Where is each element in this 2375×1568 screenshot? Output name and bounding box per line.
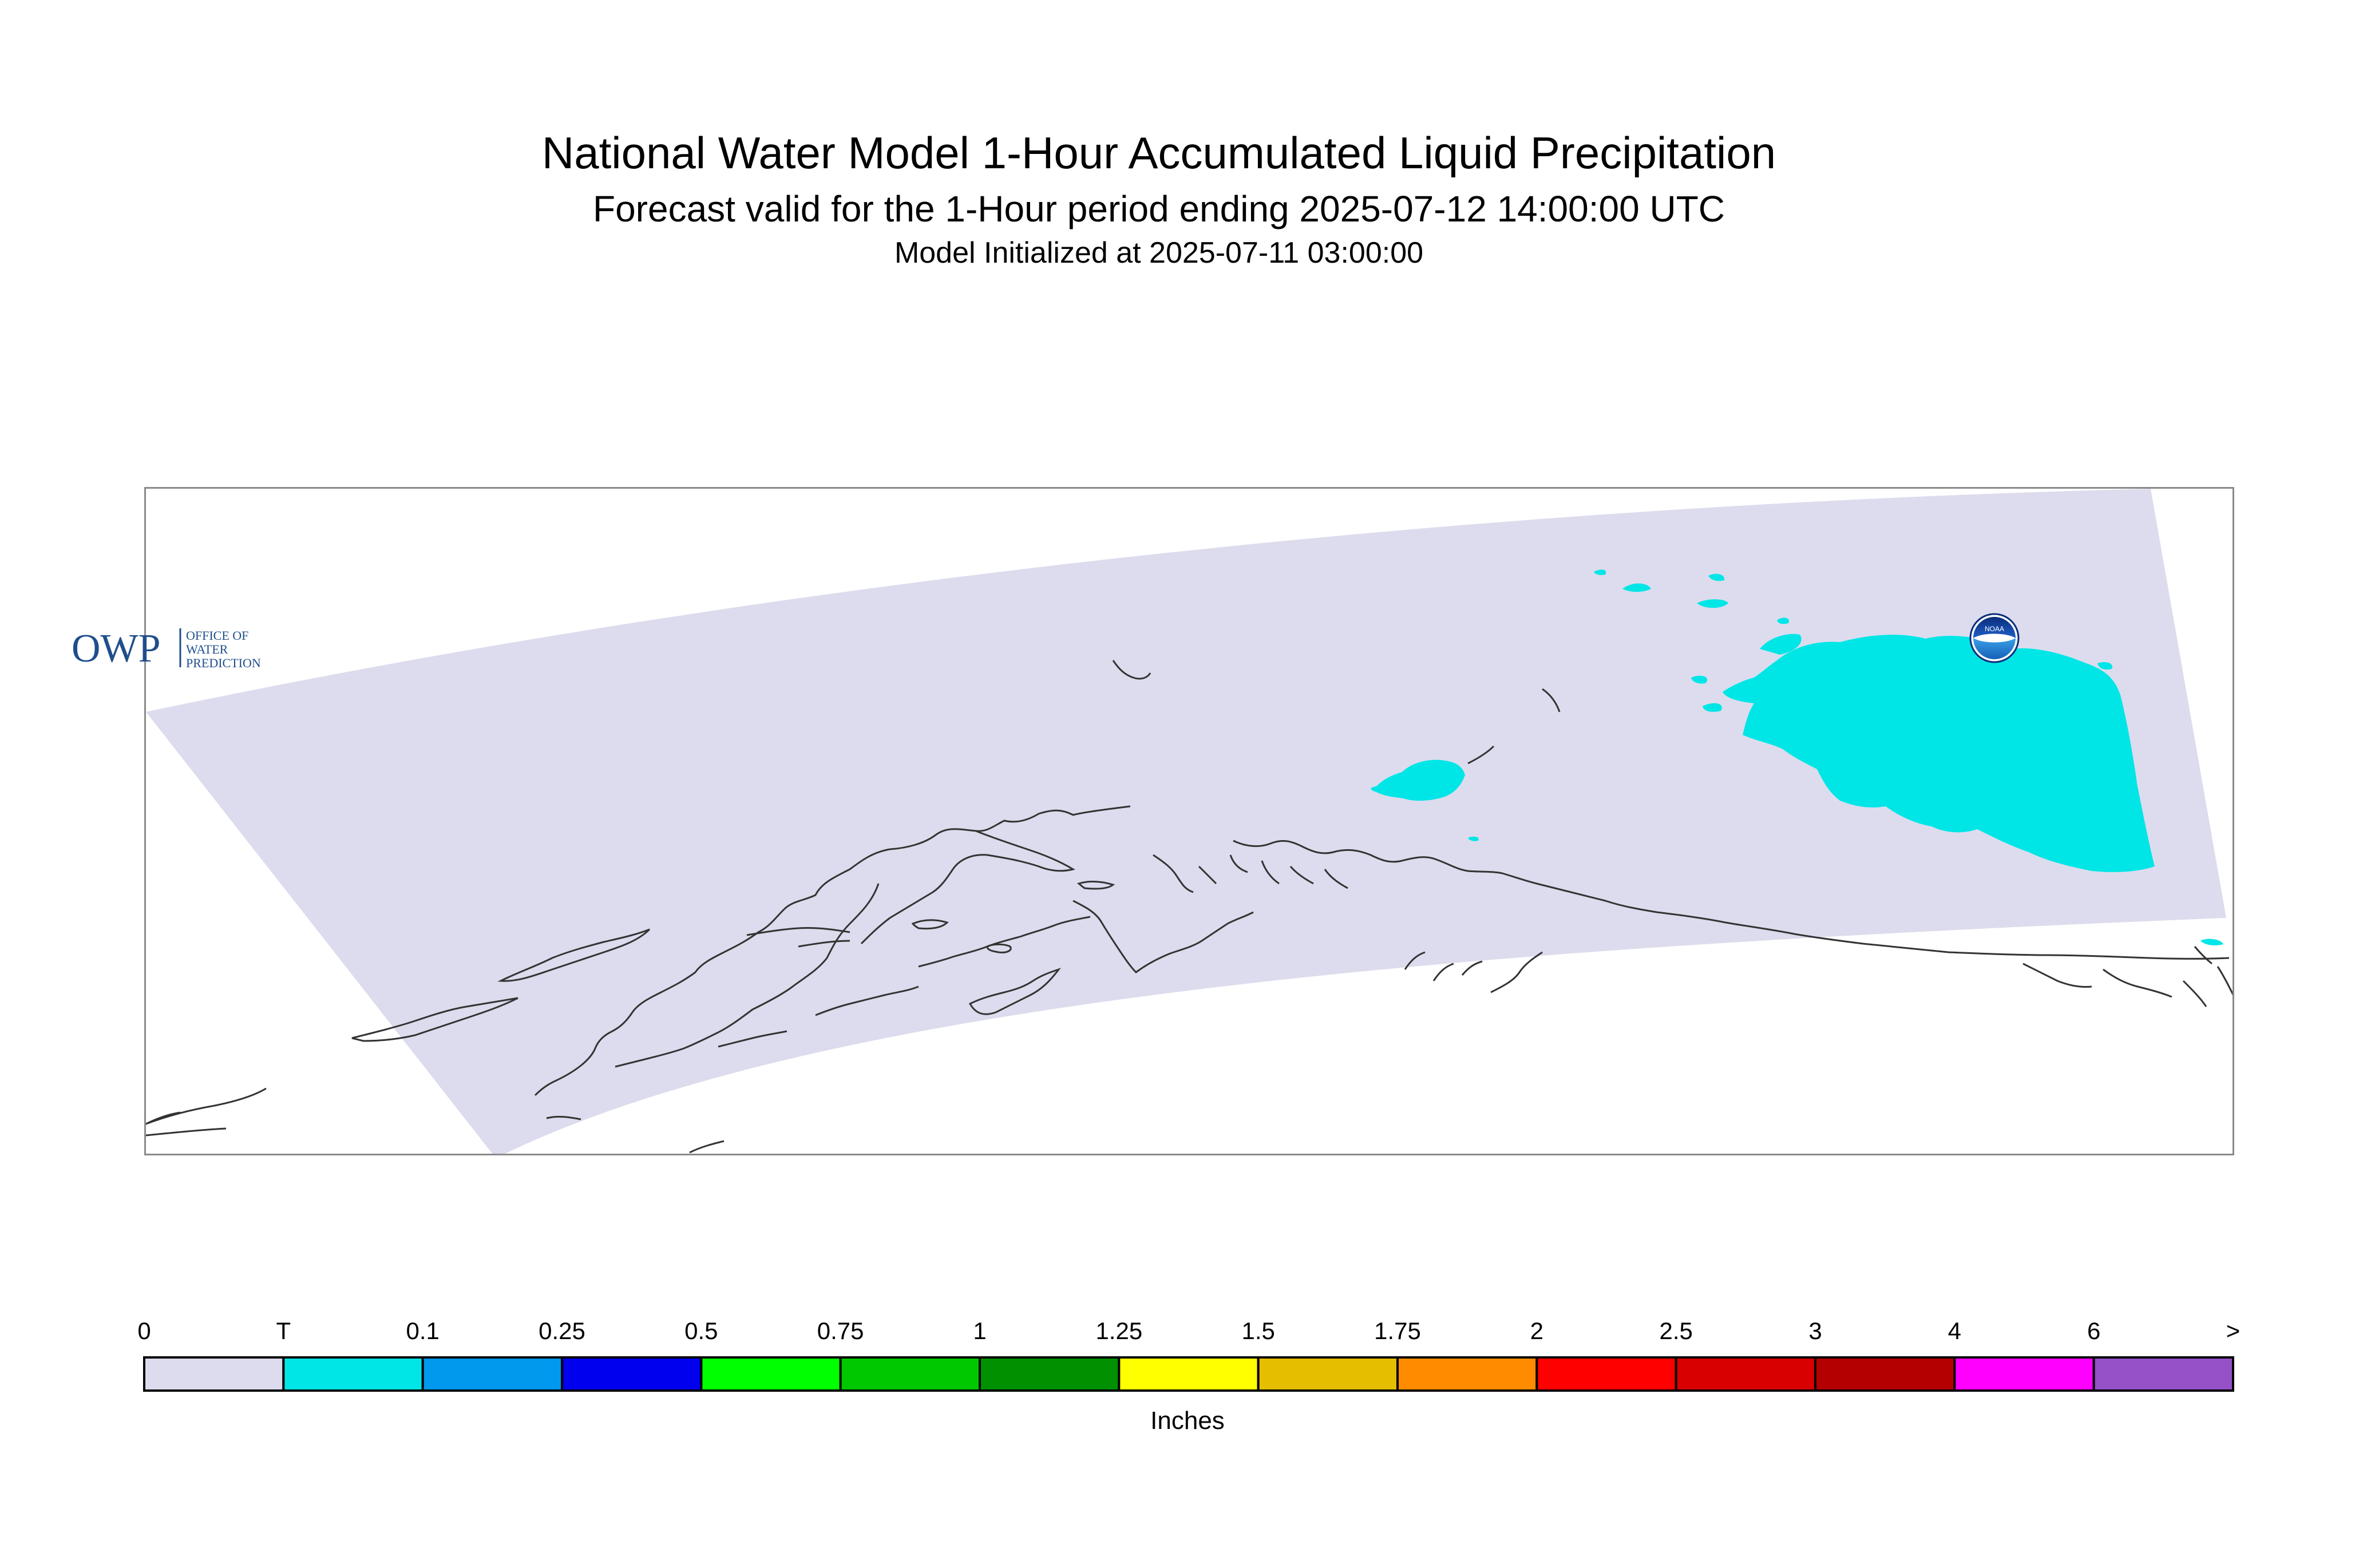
coastline-southcentral xyxy=(1233,840,2230,960)
precip-blob xyxy=(1622,583,1651,592)
legend-color-box xyxy=(1535,1356,1677,1392)
owp-logo: OWP OFFICE OF WATER PREDICTION xyxy=(72,623,283,680)
legend-color-box xyxy=(143,1356,285,1392)
legend-tick-label: T xyxy=(276,1317,291,1344)
legend-color-bar xyxy=(143,1356,2235,1392)
precip-blob xyxy=(1777,617,1789,624)
precip-blob xyxy=(1708,573,1725,581)
coastline-cook-inlet xyxy=(860,830,1075,945)
legend-tick-label: > xyxy=(2226,1317,2241,1344)
coastline-sw-mainland xyxy=(146,1111,725,1154)
legend-unit-label: Inches xyxy=(1150,1407,1225,1435)
legend-tick-label: 4 xyxy=(1948,1317,1961,1344)
legend-tick-label: 1.25 xyxy=(1095,1317,1142,1344)
legend-color-box xyxy=(421,1356,564,1392)
noaa-logo-text: NOAA xyxy=(1985,625,2004,633)
coastline-kodiak xyxy=(968,968,1062,1015)
legend-tick-label: 0.25 xyxy=(539,1317,585,1344)
title-block: National Water Model 1-Hour Accumulated … xyxy=(0,0,2375,298)
legend-color-box xyxy=(561,1356,703,1392)
coastline-peninsula xyxy=(615,883,880,1068)
precip-area-east xyxy=(1723,635,2155,872)
precip-blob xyxy=(1760,633,1802,655)
precip-blob xyxy=(2097,662,2112,670)
model-domain xyxy=(146,489,2226,1154)
owp-logo-line-3: PREDICTION xyxy=(186,656,261,670)
legend-tick-label: 6 xyxy=(2087,1317,2100,1344)
precip-area-central xyxy=(1371,759,1465,801)
coastline-kenai xyxy=(1072,900,1254,973)
legend-color-box xyxy=(1118,1356,1260,1392)
island-st-lawrence xyxy=(497,928,651,982)
legend-color-box xyxy=(1396,1356,1538,1392)
island-nunivak xyxy=(986,943,1012,953)
coastline-mainland-west xyxy=(534,805,1131,1096)
legend-tick-label: 0.75 xyxy=(817,1317,864,1344)
coastline-yukon-delta xyxy=(746,926,850,948)
coastline-aleutian xyxy=(718,916,1091,1048)
coastline-norton-sound xyxy=(1112,660,1561,765)
legend-color-box xyxy=(1953,1356,2095,1392)
model-init-time: Model Initialized at 2025-07-11 03:00:00 xyxy=(894,236,1424,270)
legend-tick-label: 0 xyxy=(137,1317,151,1344)
lake-interior xyxy=(1076,880,1115,890)
legend-color-box xyxy=(1814,1356,1956,1392)
legend-tick-label: 1.75 xyxy=(1374,1317,1421,1344)
precip-blob xyxy=(2200,939,2223,945)
legend-tick-label: 0.1 xyxy=(406,1317,439,1344)
lake-iliamna xyxy=(911,919,949,930)
legend-color-box xyxy=(979,1356,1121,1392)
precip-blob xyxy=(1691,675,1708,684)
legend-tick-label: 1 xyxy=(973,1317,986,1344)
legend-tick-label: 2.5 xyxy=(1659,1317,1692,1344)
noaa-seal-icon: NOAA xyxy=(1969,612,2020,664)
color-legend: 0 T 0.1 0.25 0.5 0.75 1 1.25 1.5 1.75 2 2.5 3 4 6 > xyxy=(137,1317,2240,1392)
precip-areas xyxy=(1371,569,2223,945)
legend-tick-label: 2 xyxy=(1530,1317,1543,1344)
legend-tick-labels: 0 T 0.1 0.25 0.5 0.75 1 1.25 1.5 1.75 2 2.5 3 4 6 > xyxy=(137,1317,2240,1344)
map-panel xyxy=(144,487,2234,1155)
coastline-bering-east xyxy=(351,997,518,1042)
owp-logo-mark: OWP xyxy=(72,627,161,671)
legend-color-box xyxy=(1257,1356,1399,1392)
legend-color-box xyxy=(1675,1356,1817,1392)
precip-blob xyxy=(1703,703,1722,712)
legend-tick-label: 3 xyxy=(1808,1317,1822,1344)
coastline-chukotka xyxy=(146,1087,267,1137)
owp-logo-line-1: OFFICE OF xyxy=(186,628,248,643)
coastline-inner-bays xyxy=(1153,854,1348,893)
precip-blob xyxy=(1468,836,1479,841)
legend-color-box xyxy=(700,1356,842,1392)
owp-logo-line-2: WATER xyxy=(186,642,228,656)
precip-blob xyxy=(1697,599,1728,608)
legend-tick-label: 0.5 xyxy=(684,1317,718,1344)
map-subtitle: Forecast valid for the 1-Hour period end… xyxy=(592,188,1725,229)
coastline xyxy=(146,660,2232,1154)
map-title: National Water Model 1-Hour Accumulated … xyxy=(541,128,1776,178)
legend-tick-label: 1.5 xyxy=(1241,1317,1274,1344)
legend-color-box xyxy=(2092,1356,2235,1392)
legend-color-box xyxy=(282,1356,424,1392)
coastline-islands xyxy=(1404,951,1543,993)
legend-color-box xyxy=(839,1356,981,1392)
coastline-southeast-panhandle xyxy=(2022,946,2232,1007)
precip-blob xyxy=(1594,569,1606,575)
map-canvas xyxy=(146,489,2232,1154)
